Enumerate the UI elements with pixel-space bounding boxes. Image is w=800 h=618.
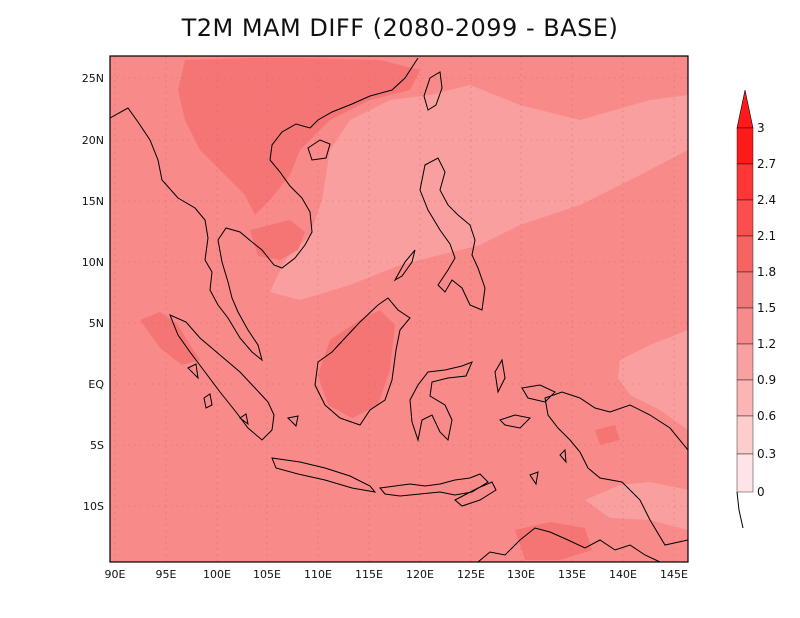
- sumatra-coastline: [169, 314, 275, 441]
- y-tick-label: 15N: [82, 195, 104, 208]
- colorbar-segment: [736, 415, 754, 455]
- colorbar-label: 2.7: [757, 157, 776, 171]
- australia-coastline: [477, 527, 661, 563]
- y-tick-label: EQ: [88, 378, 104, 391]
- colorbar-label: 2.1: [757, 229, 776, 243]
- colorbar-segment: [736, 453, 754, 493]
- map-panel: [109, 55, 689, 563]
- philippines-coastline: [419, 157, 486, 311]
- sulawesi-coastline: [409, 361, 473, 442]
- warmer-land-region: [595, 425, 620, 445]
- colorbar-label: 3: [757, 121, 765, 135]
- y-tick-label: 25N: [82, 72, 104, 85]
- colorbar-segment: [736, 271, 754, 309]
- colorbar-segment: [736, 163, 754, 201]
- x-tick-label: 145E: [660, 568, 688, 581]
- x-tick-label: 140E: [609, 568, 637, 581]
- colorbar-label: 0: [757, 485, 765, 499]
- graticule: [110, 56, 688, 562]
- lighter-sea-region: [270, 85, 688, 300]
- x-tick-label: 100E: [203, 568, 231, 581]
- x-tick-label: 95E: [156, 568, 177, 581]
- warmer-land-region: [178, 58, 420, 215]
- warmer-land-region: [318, 310, 395, 418]
- y-axis: 25N 20N 15N 10N 5N EQ 5S 10S: [82, 72, 105, 513]
- small-islands-coastline: [187, 363, 567, 486]
- x-tick-label: 130E: [507, 568, 535, 581]
- colorbar-segment: [736, 199, 754, 237]
- colorbar-segment: [736, 379, 754, 417]
- x-tick-label: 90E: [105, 568, 126, 581]
- warmer-land-region: [515, 522, 592, 560]
- colorbar-label: 1.8: [757, 265, 776, 279]
- maluku-coastline: [494, 358, 556, 429]
- colorbar-label: 1.2: [757, 337, 776, 351]
- colorbar-top-arrow: [736, 89, 754, 129]
- warmer-land-region: [250, 220, 305, 260]
- x-tick-label: 105E: [253, 568, 281, 581]
- lighter-sea-region: [585, 482, 688, 530]
- colorbar-segment: [736, 343, 754, 381]
- y-tick-label: 5S: [90, 439, 104, 452]
- x-tick-label: 110E: [304, 568, 332, 581]
- mainland-coastline: [109, 57, 419, 362]
- x-tick-label: 125E: [457, 568, 485, 581]
- colorbar-segment: [736, 127, 754, 165]
- colorbar: 3 2.7 2.4 2.1 1.8 1.5 1.2 0.9 0.6 0.3 0: [736, 89, 776, 529]
- x-tick-label: 115E: [355, 568, 383, 581]
- colorbar-label: 0.9: [757, 373, 776, 387]
- y-tick-label: 5N: [89, 317, 104, 330]
- colorbar-segment: [736, 235, 754, 273]
- map-frame: [109, 55, 689, 563]
- colorbar-bottom-arrow: [736, 491, 744, 529]
- hainan-coastline: [307, 139, 331, 161]
- lighter-sea-region: [618, 330, 688, 430]
- java-coastline: [271, 457, 377, 493]
- y-tick-label: 20N: [82, 134, 104, 147]
- y-tick-label: 10N: [82, 256, 104, 269]
- warmer-land-region: [140, 312, 200, 365]
- taiwan-coastline: [423, 71, 443, 111]
- new-guinea-coastline: [544, 391, 689, 546]
- x-tick-label: 135E: [558, 568, 586, 581]
- colorbar-label: 0.3: [757, 447, 776, 461]
- x-tick-label: 120E: [406, 568, 434, 581]
- x-axis: 90E 95E 100E 105E 110E 115E 120E 125E 13…: [105, 568, 688, 581]
- y-tick-label: 10S: [83, 500, 104, 513]
- lesser-sunda-coastline: [379, 473, 489, 497]
- colorbar-label: 2.4: [757, 193, 776, 207]
- map-title: T2M MAM DIFF (2080-2099 - BASE): [181, 14, 619, 42]
- timor-coastline: [454, 481, 497, 507]
- colorbar-label: 0.6: [757, 409, 776, 423]
- coastlines: [109, 57, 689, 563]
- colorbar-label: 1.5: [757, 301, 776, 315]
- colorbar-segment: [736, 307, 754, 345]
- palawan-coastline: [393, 249, 416, 282]
- borneo-coastline: [314, 297, 411, 426]
